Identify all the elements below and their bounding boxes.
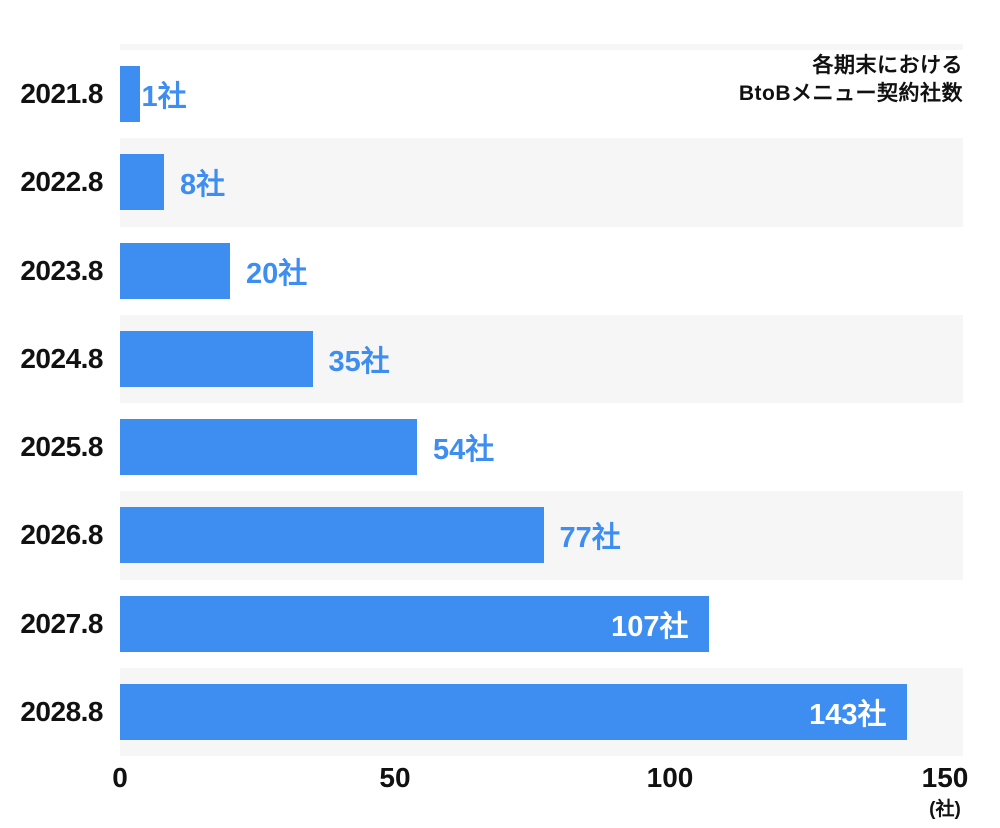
row-band: 77社 bbox=[120, 491, 963, 580]
bar: 107社 bbox=[120, 595, 709, 652]
value-label: 107社 bbox=[611, 610, 689, 643]
row-band: 107社 bbox=[120, 580, 963, 668]
value-label: 77社 bbox=[559, 522, 621, 555]
category-label: 2028.8 bbox=[20, 695, 103, 727]
row-band: 143社 bbox=[120, 667, 963, 756]
value-label: 35社 bbox=[328, 345, 390, 378]
category-label: 2026.8 bbox=[20, 519, 103, 551]
category-label: 2024.8 bbox=[20, 342, 103, 374]
chart-row: 2023.8 20社 bbox=[0, 227, 1000, 315]
x-tick-label: 0 bbox=[112, 762, 128, 793]
row-band: 54社 bbox=[120, 403, 963, 491]
chart-row: 2025.8 54社 bbox=[0, 403, 1000, 491]
value-label: 54社 bbox=[433, 434, 495, 467]
x-tick-label: 100 bbox=[646, 762, 694, 793]
row-band: 20社 bbox=[120, 227, 963, 315]
chart-row: 2027.8 107社 bbox=[0, 580, 1000, 668]
chart-row: 2028.8 143社 bbox=[0, 667, 1000, 756]
row-band: 1社 bbox=[120, 50, 963, 138]
chart-row: 2024.8 35社 bbox=[0, 314, 1000, 403]
category-label: 2021.8 bbox=[20, 78, 103, 110]
x-tick-label: 50 bbox=[379, 762, 411, 793]
category-label: 2022.8 bbox=[20, 166, 103, 198]
chart-title-line-2: BtoBメニュー契約社数 bbox=[738, 81, 963, 105]
category-label: 2025.8 bbox=[20, 431, 103, 463]
value-label: 20社 bbox=[246, 257, 308, 290]
value-label: 1社 bbox=[141, 81, 187, 114]
chart-row: 2022.8 8社 bbox=[0, 138, 1000, 227]
bar: 143社 bbox=[120, 683, 907, 740]
bar-rows: 2021.8 1社 2022.8 8社 2023.8 20社 2024.8 35社 2025.8… bbox=[0, 50, 1000, 756]
row-band: 8社 bbox=[120, 138, 963, 227]
chart-title-line-1: 各期末における bbox=[812, 54, 963, 77]
bar bbox=[120, 330, 313, 387]
top-row-stripe bbox=[120, 44, 963, 50]
x-axis-unit-label: (社) bbox=[929, 799, 961, 820]
bar bbox=[120, 154, 164, 211]
value-label: 143社 bbox=[809, 698, 887, 731]
chart-row: 2026.8 77社 bbox=[0, 491, 1000, 580]
chart-title: 各期末における BtoBメニュー契約社数 bbox=[739, 52, 963, 107]
category-label: 2027.8 bbox=[20, 607, 103, 639]
value-label: 8社 bbox=[180, 169, 226, 202]
category-label: 2023.8 bbox=[20, 254, 103, 286]
bar bbox=[120, 419, 417, 475]
bar bbox=[120, 242, 230, 299]
bar bbox=[120, 507, 544, 564]
bar bbox=[120, 66, 140, 122]
chart-row: 2021.8 1社 bbox=[0, 50, 1000, 138]
row-band: 35社 bbox=[120, 314, 963, 403]
x-tick-label: 150 bbox=[921, 762, 969, 793]
